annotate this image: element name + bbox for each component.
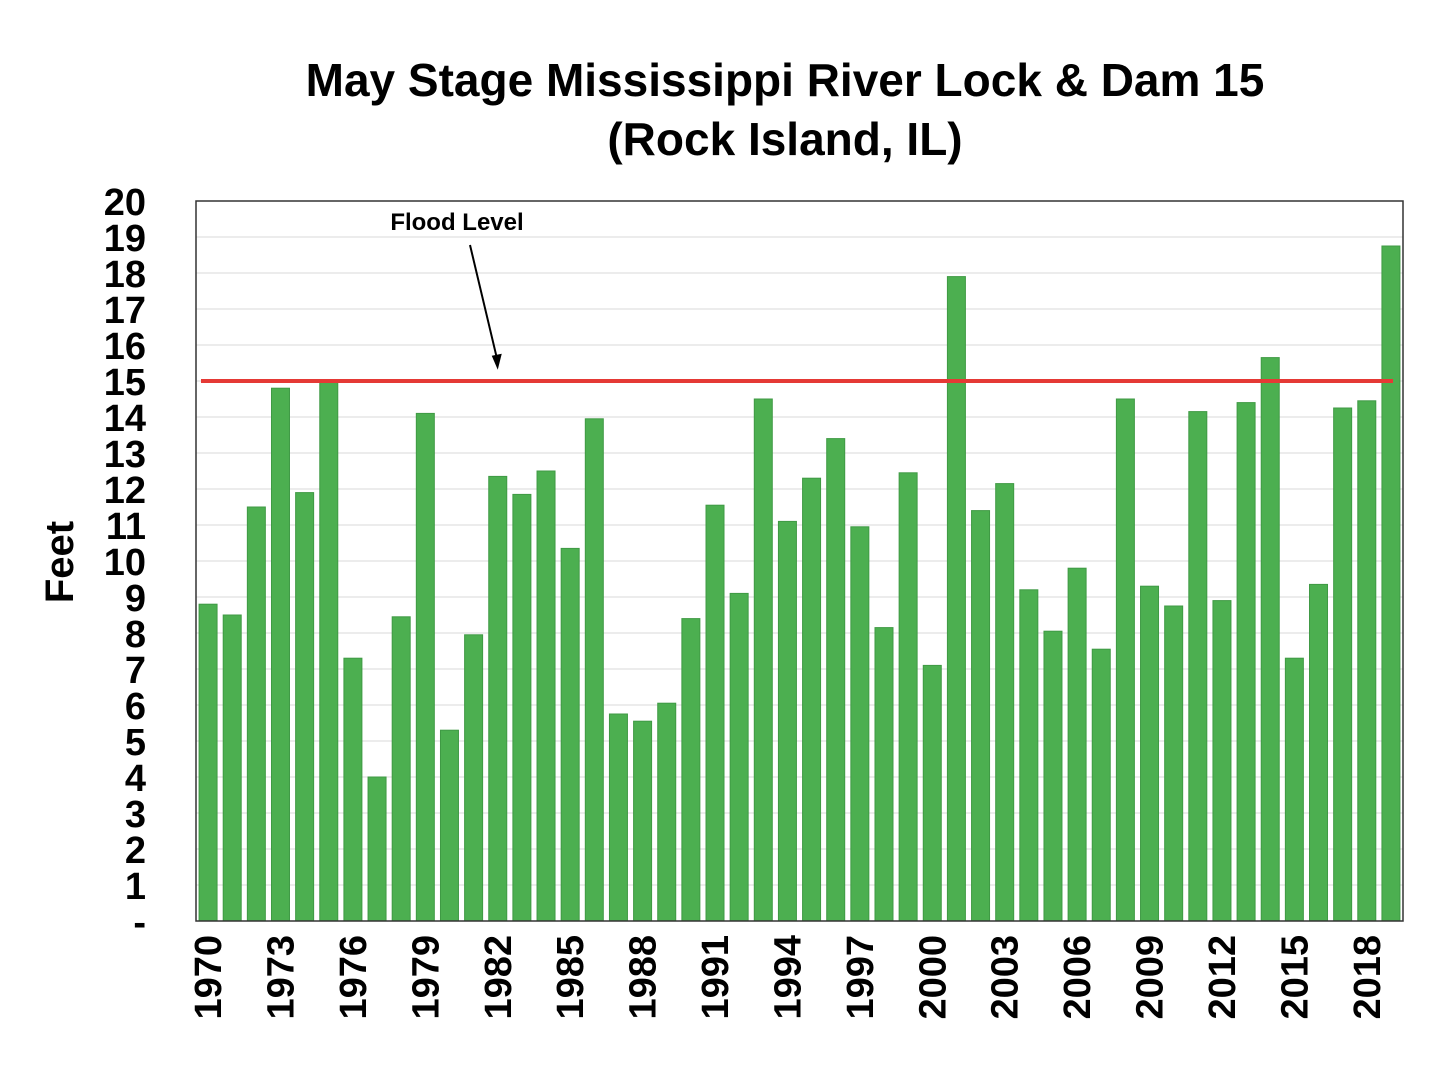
y-tick-label: 20	[104, 182, 146, 224]
y-tick-label: 10	[104, 542, 146, 584]
bar-1993	[753, 398, 773, 922]
x-tick-label: 2003	[985, 935, 1027, 1020]
x-tick-label: 2012	[1202, 935, 1244, 1020]
bar-1989	[657, 702, 677, 922]
bar-1979	[415, 412, 435, 922]
x-tick-label: 1994	[767, 935, 809, 1020]
y-tick-label: 9	[125, 578, 146, 620]
bar-1985	[560, 547, 580, 922]
y-tick-label: 17	[104, 290, 146, 332]
x-tick-label: 2009	[1130, 935, 1172, 1020]
bar-2003	[995, 483, 1015, 922]
y-tick-label: 12	[104, 470, 146, 512]
bar-1986	[584, 418, 604, 922]
bar-2001	[946, 276, 966, 922]
y-axis-label: Feet	[38, 521, 82, 603]
y-tick-label: 14	[104, 398, 146, 440]
bar-1996	[826, 438, 846, 922]
bar-1991	[705, 504, 725, 922]
bar-1976	[343, 657, 363, 922]
bar-2000	[922, 664, 942, 922]
bar-1995	[802, 477, 822, 922]
bar-1982	[488, 475, 508, 922]
bar-2018	[1357, 400, 1377, 922]
bar-2005	[1043, 630, 1063, 922]
bar-1994	[777, 520, 797, 922]
chart-subtitle: (Rock Island, IL)	[607, 113, 962, 165]
y-tick-label: 1	[125, 866, 146, 908]
y-tick-label: -	[133, 902, 146, 944]
bar-1999	[898, 472, 918, 922]
bar-2009	[1140, 585, 1160, 922]
bar-1997	[850, 526, 870, 922]
bar-1992	[729, 592, 749, 922]
x-tick-label: 2015	[1274, 935, 1316, 1020]
y-tick-label: 13	[104, 434, 146, 476]
bar-1987	[608, 713, 628, 922]
bar-1983	[512, 493, 532, 922]
bar-2019	[1381, 245, 1401, 922]
bar-1984	[536, 470, 556, 922]
y-tick-label: 6	[125, 686, 146, 728]
x-tick-label: 1985	[550, 935, 592, 1020]
bar-2011	[1188, 411, 1208, 922]
y-tick-label: 2	[125, 830, 146, 872]
x-tick-label: 1988	[623, 935, 665, 1020]
y-tick-label: 7	[125, 650, 146, 692]
bar-1988	[633, 720, 653, 922]
annotation-arrow	[469, 244, 499, 363]
bar-1981	[464, 634, 484, 922]
plot-area-border	[195, 200, 1404, 922]
bar-1998	[874, 627, 894, 922]
y-tick-label: 3	[125, 794, 146, 836]
bar-1978	[391, 616, 411, 922]
bar-2007	[1091, 648, 1111, 922]
bar-2004	[1019, 589, 1039, 922]
x-tick-label: 1982	[478, 935, 520, 1020]
bar-1974	[295, 492, 315, 922]
y-tick-label: 19	[104, 218, 146, 260]
bar-2015	[1284, 657, 1304, 922]
bar-2008	[1115, 398, 1135, 922]
bar-1970	[198, 603, 218, 922]
flood-level-annotation: Flood Level	[390, 209, 523, 236]
bar-1977	[367, 776, 387, 922]
x-tick-label: 1991	[695, 935, 737, 1020]
x-tick-label: 2006	[1057, 935, 1099, 1020]
bar-1971	[222, 614, 242, 922]
x-tick-label: 1976	[333, 935, 375, 1020]
x-tick-label: 1973	[260, 935, 302, 1020]
x-tick-label: 1979	[405, 935, 447, 1020]
y-tick-label: 15	[104, 362, 146, 404]
bar-2002	[971, 510, 991, 922]
y-tick-label: 16	[104, 326, 146, 368]
x-tick-label: 2000	[912, 935, 954, 1020]
bar-1975	[319, 380, 339, 922]
bar-1973	[270, 387, 290, 922]
arrowhead-icon	[491, 353, 502, 370]
x-tick-label: 1970	[188, 935, 230, 1020]
y-tick-label: 18	[104, 254, 146, 296]
bar-2010	[1164, 605, 1184, 922]
y-tick-label: 11	[106, 506, 146, 548]
bar-2017	[1333, 407, 1353, 922]
chart-title: May Stage Mississippi River Lock & Dam 1…	[306, 54, 1265, 106]
bar-2014	[1260, 357, 1280, 922]
bar-2012	[1212, 600, 1232, 922]
bar-2006	[1067, 567, 1087, 922]
x-tick-label: 2018	[1347, 935, 1389, 1020]
x-tick-label: 1997	[840, 935, 882, 1020]
y-tick-label: 5	[125, 722, 146, 764]
bar-2013	[1236, 402, 1256, 922]
y-tick-label: 8	[125, 614, 146, 656]
bar-1972	[246, 506, 266, 922]
y-tick-label: 4	[125, 758, 146, 800]
bar-1980	[439, 729, 459, 922]
bar-1990	[681, 618, 701, 922]
bar-2016	[1309, 583, 1329, 922]
